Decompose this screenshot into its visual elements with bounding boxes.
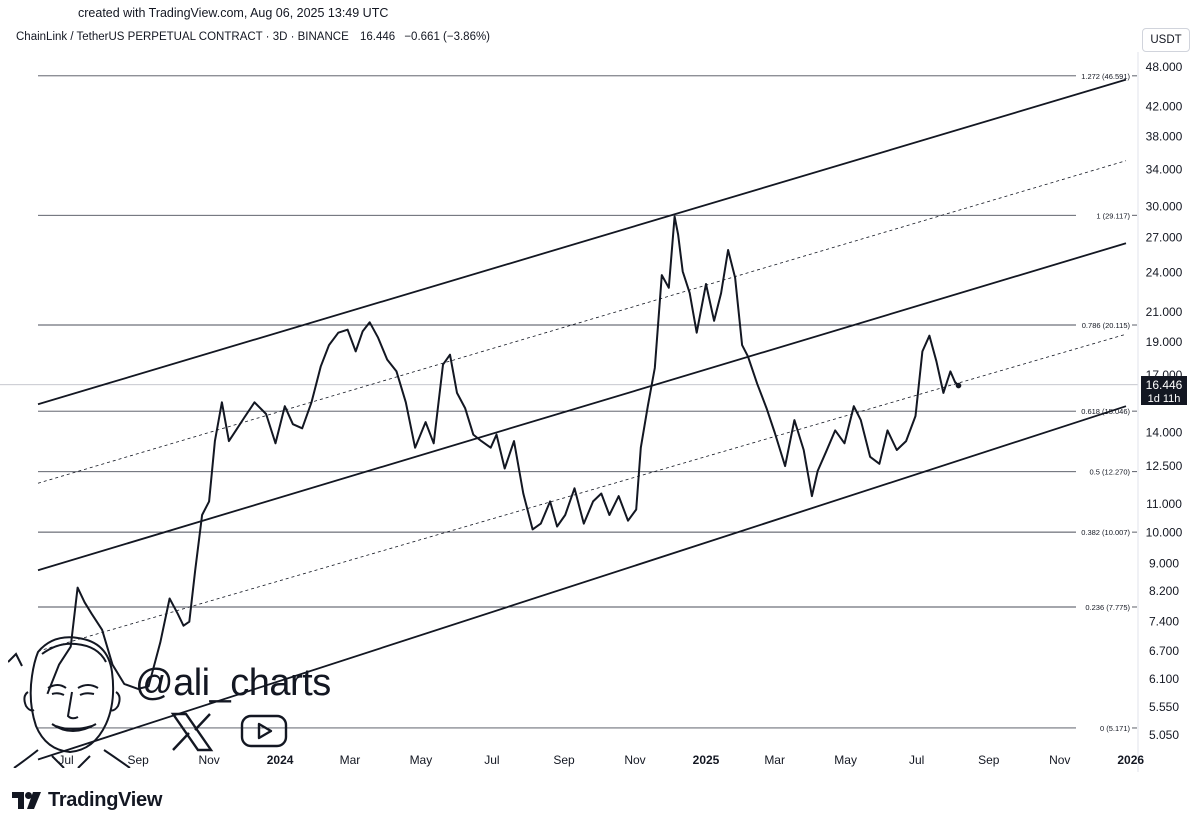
price-tag-countdown: 1d 11h	[1148, 393, 1181, 405]
symbol-title-bar: ChainLink / TetherUS PERPETUAL CONTRACT …	[16, 31, 490, 43]
y-tick-label-8: 19.000	[1146, 335, 1183, 349]
fib-label-1: 1 (29.117)	[1096, 211, 1130, 220]
watermark-handle: @ali_charts	[135, 662, 331, 704]
youtube-logo-icon	[240, 714, 288, 748]
created-with-note: created with TradingView.com, Aug 06, 20…	[78, 6, 389, 20]
fib-label-6: 0.236 (7.775)	[1085, 603, 1130, 612]
avatar-sketch-icon	[8, 636, 131, 768]
time-axis: Jul Sep Nov 2024 Mar May Jul Sep Nov 2025 Mar May Ju…	[58, 753, 1144, 767]
currency-button[interactable]: USDT	[1142, 28, 1190, 52]
x-tick-label-0: Jul	[58, 753, 73, 767]
x-tick-label-11: May	[834, 753, 857, 767]
y-tick-label-15: 8.200	[1149, 584, 1179, 598]
fib-label-7: 0 (5.171)	[1100, 724, 1131, 733]
fib-label-0: 1.272 (46.591)	[1081, 72, 1130, 81]
x-tick-label-5: May	[410, 753, 433, 767]
fib-label-4: 0.5 (12.270)	[1090, 468, 1131, 477]
y-tick-label-16: 7.400	[1149, 615, 1179, 629]
last-point-marker	[955, 382, 962, 389]
price-change: −0.661 (−3.86%)	[404, 31, 491, 43]
fib-label-3: 0.618 (15.046)	[1081, 407, 1130, 416]
last-price: 16.446	[359, 31, 396, 43]
channel-lower-line	[37, 405, 1127, 761]
channel-dashed-upper-line	[37, 160, 1127, 484]
grid-layer	[0, 52, 1139, 772]
tradingview-logo[interactable]: TradingView	[12, 788, 162, 812]
x-tick-label-4: Mar	[340, 753, 361, 767]
channel-middle-line	[37, 242, 1127, 572]
x-tick-label-8: Nov	[624, 753, 645, 767]
y-tick-label-17: 6.700	[1149, 644, 1179, 658]
y-tick-label-0: 48.000	[1146, 60, 1183, 74]
price-series	[46, 215, 962, 695]
x-tick-label-14: Nov	[1049, 753, 1070, 767]
x-tick-label-15: 2026	[1117, 753, 1144, 767]
x-tick-label-13: Sep	[978, 753, 1000, 767]
x-tick-label-7: Sep	[553, 753, 575, 767]
fib-levels: 1.272 (46.591) 1 (29.117) 0.786 (20.115) 0.…	[38, 72, 1137, 733]
y-tick-label-4: 30.000	[1146, 199, 1183, 213]
x-tick-label-9: 2025	[693, 753, 720, 767]
x-logo-icon	[170, 712, 214, 752]
x-tick-label-12: Jul	[909, 753, 924, 767]
price-line-series-0	[46, 215, 960, 695]
channel-upper-line	[37, 78, 1127, 406]
tradingview-mark-icon	[12, 792, 41, 809]
fib-label-5: 0.382 (10.007)	[1081, 528, 1130, 537]
x-tick-label-3: 2024	[267, 753, 294, 767]
x-tick-label-1: Sep	[127, 753, 149, 767]
y-tick-label-3: 34.000	[1146, 162, 1183, 176]
fib-label-2: 0.786 (20.115)	[1082, 321, 1131, 330]
x-tick-label-6: Jul	[484, 753, 499, 767]
y-tick-label-14: 9.000	[1149, 557, 1179, 571]
price-tag-box	[1141, 376, 1187, 405]
y-tick-label-2: 38.000	[1146, 129, 1183, 143]
channel-dashed-lower-line	[37, 333, 1127, 652]
price-tag-value: 16.446	[1146, 378, 1183, 392]
y-tick-label-10: 14.000	[1146, 426, 1183, 440]
y-tick-label-12: 11.000	[1146, 497, 1182, 511]
symbol-title: ChainLink / TetherUS PERPETUAL CONTRACT …	[16, 31, 349, 43]
y-tick-label-20: 5.050	[1149, 728, 1179, 742]
tradingview-wordmark: TradingView	[48, 788, 163, 811]
y-tick-label-11: 12.500	[1146, 459, 1183, 473]
price-tag: 16.446 1d 11h	[1141, 376, 1187, 405]
y-tick-label-6: 24.000	[1146, 266, 1183, 280]
parallel-channel	[37, 78, 1127, 761]
y-tick-label-7: 21.000	[1146, 305, 1183, 319]
y-tick-label-5: 27.000	[1146, 231, 1183, 245]
y-tick-label-13: 10.000	[1146, 525, 1183, 539]
y-tick-label-1: 42.000	[1146, 100, 1183, 114]
x-tick-label-10: Mar	[764, 753, 785, 767]
x-tick-label-2: Nov	[198, 753, 219, 767]
y-tick-label-19: 5.550	[1149, 700, 1179, 714]
y-tick-label-18: 6.100	[1149, 672, 1179, 686]
